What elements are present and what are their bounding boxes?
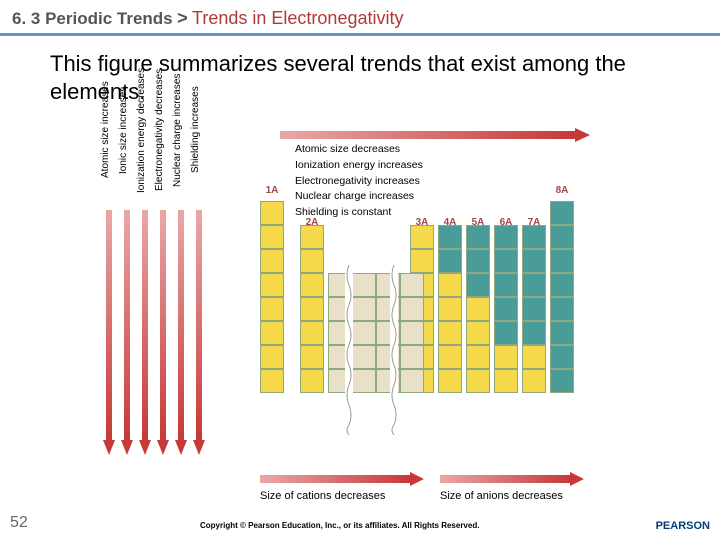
group-label: 1A (260, 185, 284, 196)
element-cell (260, 273, 284, 297)
element-cell (466, 225, 490, 249)
topic-title: Trends in Electronegativity (192, 8, 403, 28)
element-cell (300, 249, 324, 273)
element-cell (494, 369, 518, 393)
vertical-trend-label: Shielding increases (190, 40, 201, 220)
element-cell (522, 345, 546, 369)
element-cell (300, 273, 324, 297)
table-break-icon (390, 265, 398, 435)
element-cell (550, 225, 574, 249)
element-cell (466, 345, 490, 369)
element-cell (466, 369, 490, 393)
table-break-icon (345, 265, 353, 435)
top-horizontal-arrow (280, 128, 590, 142)
vertical-trend-label: Atomic size increases (100, 40, 111, 220)
horizontal-trend-labels: Atomic size decreasesIonization energy i… (295, 142, 423, 221)
element-cell (522, 321, 546, 345)
element-cell (300, 345, 324, 369)
element-cell (352, 321, 376, 345)
element-cell (522, 369, 546, 393)
element-cell (550, 273, 574, 297)
element-cell (260, 225, 284, 249)
element-cell (522, 297, 546, 321)
element-cell (438, 321, 462, 345)
bottom-arrow (440, 472, 585, 486)
element-cell (352, 345, 376, 369)
bottom-arrow-label: Size of cations decreases (260, 490, 385, 502)
vertical-trend-label: Ionic size increases (118, 40, 129, 220)
element-cell (522, 273, 546, 297)
element-cell (260, 201, 284, 225)
element-cell (494, 297, 518, 321)
element-cell (466, 297, 490, 321)
group-label: 8A (550, 185, 574, 196)
element-cell (466, 321, 490, 345)
element-cell (466, 273, 490, 297)
element-cell (438, 297, 462, 321)
bottom-arrow (260, 472, 425, 486)
element-cell (438, 369, 462, 393)
bottom-arrow-label: Size of anions decreases (440, 490, 563, 502)
element-cell (260, 345, 284, 369)
element-cell (352, 369, 376, 393)
element-cell (260, 249, 284, 273)
element-cell (522, 225, 546, 249)
element-cell (300, 225, 324, 249)
pearson-logo: PEARSON (656, 520, 710, 532)
element-cell (494, 273, 518, 297)
element-cell (494, 249, 518, 273)
vertical-trend-label: Nuclear charge increases (172, 40, 183, 220)
element-cell (400, 321, 424, 345)
element-cell (522, 249, 546, 273)
element-cell (400, 297, 424, 321)
element-cell (550, 297, 574, 321)
element-cell (400, 273, 424, 297)
element-cell (466, 249, 490, 273)
element-cell (494, 225, 518, 249)
vertical-trend-label: Ionization energy decreases (136, 40, 147, 220)
element-cell (494, 345, 518, 369)
vertical-arrows (100, 210, 240, 460)
element-cell (352, 273, 376, 297)
top-trend-label: Atomic size decreases (295, 142, 423, 158)
element-cell (260, 321, 284, 345)
copyright-text: Copyright © Pearson Education, Inc., or … (200, 521, 479, 530)
element-cell (550, 369, 574, 393)
element-cell (438, 249, 462, 273)
element-cell (550, 345, 574, 369)
element-cell (438, 345, 462, 369)
element-cell (550, 321, 574, 345)
element-cell (550, 201, 574, 225)
top-trend-label: Ionization energy increases (295, 158, 423, 174)
element-cell (494, 321, 518, 345)
element-cell (400, 369, 424, 393)
vertical-trend-label: Electronegativity decreases (154, 40, 165, 220)
slide-header: 6. 3 Periodic Trends > Trends in Electro… (0, 0, 720, 36)
element-cell (300, 369, 324, 393)
section-number: 6. 3 Periodic Trends (12, 9, 173, 28)
breadcrumb-separator: > (177, 8, 188, 28)
element-cell (410, 249, 434, 273)
element-cell (550, 249, 574, 273)
element-cell (438, 273, 462, 297)
element-cell (352, 297, 376, 321)
top-trend-label: Nuclear charge increases (295, 189, 423, 205)
element-cell (300, 297, 324, 321)
element-cell (410, 225, 434, 249)
page-number: 52 (10, 514, 28, 532)
element-cell (400, 345, 424, 369)
element-cell (260, 369, 284, 393)
element-cell (438, 225, 462, 249)
element-cell (300, 321, 324, 345)
element-cell (260, 297, 284, 321)
top-trend-label: Electronegativity increases (295, 174, 423, 190)
